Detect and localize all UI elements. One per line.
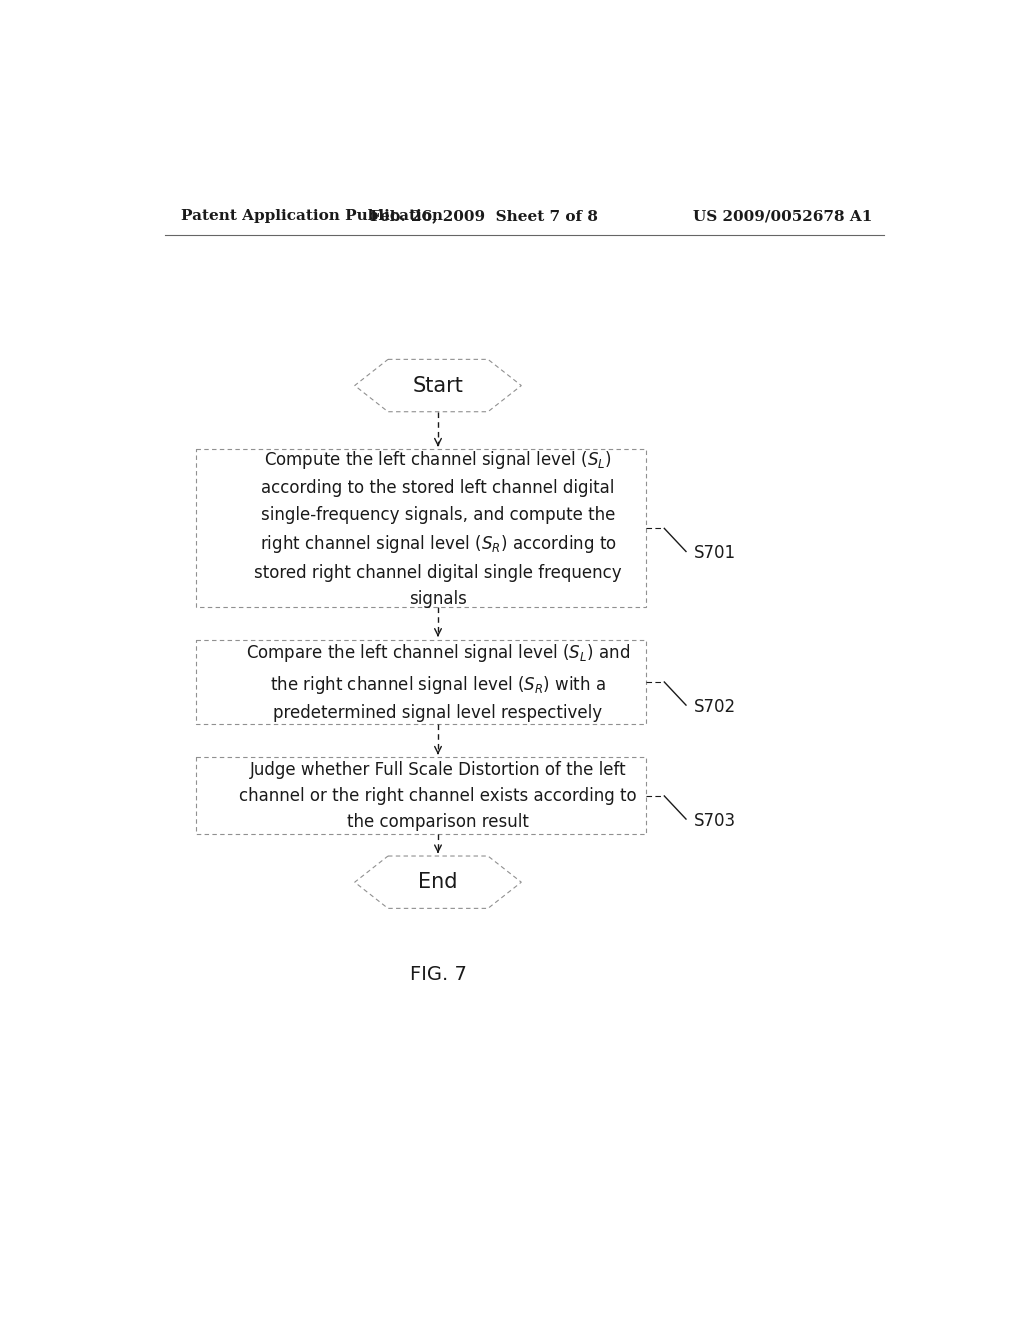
Text: Judge whether Full Scale Distortion of the left
channel or the right channel exi: Judge whether Full Scale Distortion of t… xyxy=(240,760,637,832)
Text: FIG. 7: FIG. 7 xyxy=(410,965,467,985)
Text: Patent Application Publication: Patent Application Publication xyxy=(180,209,442,223)
Text: Start: Start xyxy=(413,376,464,396)
Text: Feb. 26, 2009  Sheet 7 of 8: Feb. 26, 2009 Sheet 7 of 8 xyxy=(371,209,598,223)
Text: Compute the left channel signal level ($S_L$)
according to the stored left chann: Compute the left channel signal level ($… xyxy=(254,449,622,609)
Text: US 2009/0052678 A1: US 2009/0052678 A1 xyxy=(692,209,872,223)
Text: Compare the left channel signal level ($S_L$) and
the right channel signal level: Compare the left channel signal level ($… xyxy=(246,642,630,722)
Text: End: End xyxy=(418,873,458,892)
Text: S702: S702 xyxy=(693,698,736,715)
Text: S701: S701 xyxy=(693,544,736,562)
Text: S703: S703 xyxy=(693,812,736,829)
